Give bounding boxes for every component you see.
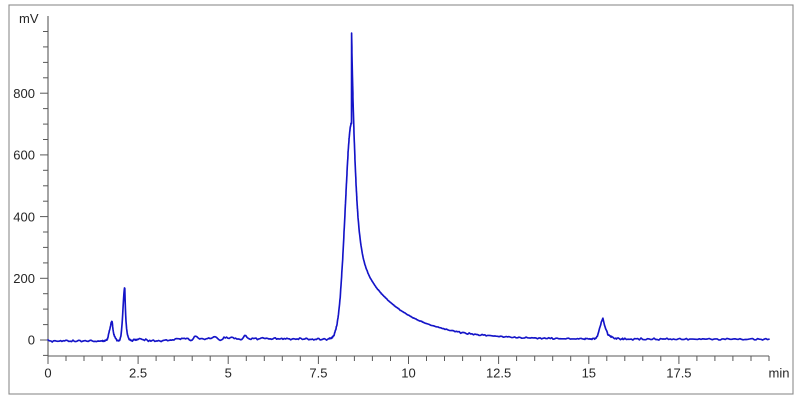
svg-text:0: 0 [28,333,35,348]
svg-text:17.5: 17.5 [666,366,691,381]
svg-text:800: 800 [13,86,35,101]
svg-text:2.5: 2.5 [129,366,147,381]
svg-text:15: 15 [582,366,596,381]
svg-text:12.5: 12.5 [486,366,511,381]
svg-text:mV: mV [19,11,39,26]
svg-text:10: 10 [401,366,415,381]
svg-text:200: 200 [13,271,35,286]
svg-text:5: 5 [225,366,232,381]
svg-text:600: 600 [13,148,35,163]
svg-text:7.5: 7.5 [309,366,327,381]
svg-text:0: 0 [44,366,51,381]
svg-text:min: min [769,366,790,381]
svg-text:400: 400 [13,209,35,224]
